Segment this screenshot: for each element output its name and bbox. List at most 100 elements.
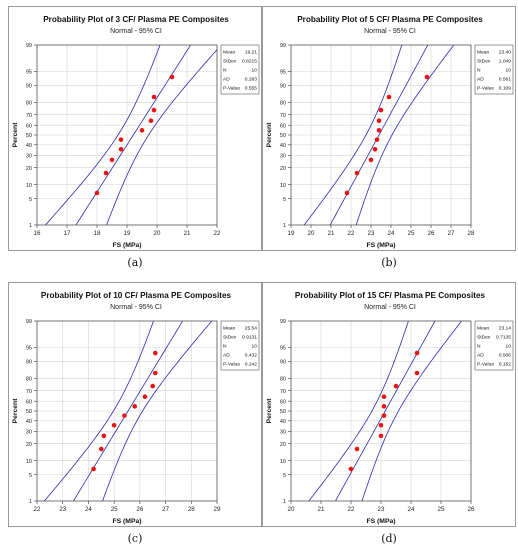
y-tick-label: 5	[283, 473, 286, 479]
y-tick-label: 70	[26, 389, 32, 395]
chart-title: Probability Plot of 15 CF/ Plasma PE Com…	[295, 291, 486, 300]
x-tick-label: 27	[448, 230, 455, 237]
y-tick-label: 1	[29, 499, 32, 505]
y-tick-label: 60	[26, 123, 32, 129]
x-tick-label: 18	[94, 230, 101, 237]
data-point	[98, 446, 104, 452]
plot-frame	[36, 320, 218, 502]
y-tick-label: 95	[26, 346, 32, 352]
data-point	[94, 190, 100, 196]
data-point	[109, 157, 115, 163]
y-tick-label: 99	[26, 319, 32, 325]
stat-name: N	[477, 344, 481, 350]
ci-upper-line	[361, 321, 463, 501]
y-tick-label: 90	[280, 360, 286, 366]
data-point	[103, 170, 109, 176]
stat-name: Mean	[223, 326, 236, 332]
x-tick-label: 20	[308, 230, 315, 237]
y-tick-label: 80	[26, 101, 32, 107]
chart-subtitle: Normal - 95% CI	[110, 304, 162, 311]
data-point	[118, 137, 124, 142]
chart-subtitle: Normal - 95% CI	[364, 304, 416, 311]
x-tick-label: 19	[288, 230, 295, 237]
data-point	[139, 128, 145, 133]
ci-upper-line	[106, 49, 217, 225]
data-point	[142, 394, 148, 400]
y-tick-label: 5	[29, 473, 32, 479]
data-point	[132, 404, 138, 409]
x-tick-label: 22	[214, 230, 221, 237]
x-axis-label: FS (MPa)	[366, 242, 395, 249]
stat-value: 10	[252, 68, 258, 74]
stat-value: 23.14	[499, 326, 512, 332]
panel-label-d: (d)	[381, 532, 397, 545]
data-point	[386, 94, 392, 100]
y-tick-label: 5	[283, 197, 286, 203]
stat-value: 0.506	[499, 353, 512, 359]
x-tick-label: 26	[136, 506, 143, 513]
data-point	[344, 190, 350, 196]
data-point	[372, 146, 378, 152]
chart-subtitle: Normal - 95% CI	[364, 28, 416, 35]
x-tick-label: 24	[408, 506, 415, 513]
chart-panel-a: Probability Plot of 3 CF/ Plasma PE Comp…	[8, 6, 262, 251]
x-tick-label: 28	[188, 506, 195, 513]
y-tick-label: 99	[280, 43, 286, 49]
stat-value: 0.432	[245, 353, 258, 359]
x-tick-label: 26	[468, 506, 475, 513]
x-tick-label: 23	[368, 230, 375, 237]
y-tick-label: 10	[26, 459, 32, 465]
stat-name: P-Value	[477, 362, 494, 368]
data-point	[376, 128, 382, 133]
stat-value: 0.9131	[242, 335, 257, 341]
data-point	[150, 383, 156, 389]
x-tick-label: 22	[348, 506, 355, 513]
y-tick-label: 30	[280, 429, 286, 435]
stat-value: 0.152	[499, 362, 512, 368]
chart-panel-b: Probability Plot of 5 CF/ Plasma PE Comp…	[262, 6, 516, 251]
stat-value: 0.283	[245, 77, 258, 83]
stat-value: 0.7135	[496, 335, 511, 341]
fit-line	[72, 321, 184, 501]
y-tick-label: 50	[280, 409, 286, 415]
data-point	[381, 404, 387, 409]
y-tick-label: 90	[26, 360, 32, 366]
stat-value: 10	[506, 344, 512, 350]
probability-plot-svg: Probability Plot of 3 CF/ Plasma PE Comp…	[12, 15, 260, 249]
stat-value: 10	[252, 344, 258, 350]
data-point	[169, 74, 175, 80]
stat-name: StDev	[223, 59, 237, 65]
y-tick-label: 40	[280, 419, 286, 425]
y-tick-label: 95	[26, 70, 32, 76]
ci-upper-line	[355, 45, 455, 225]
chart-panel-d: Probability Plot of 15 CF/ Plasma PE Com…	[262, 282, 516, 527]
panel-label-c: (c)	[127, 532, 143, 545]
data-point	[151, 107, 157, 113]
data-point	[424, 74, 430, 80]
x-tick-label: 25	[408, 230, 415, 237]
y-tick-label: 99	[26, 43, 32, 49]
stat-value: 1.049	[499, 59, 512, 65]
x-tick-label: 25	[438, 506, 445, 513]
x-tick-label: 24	[388, 230, 395, 237]
fit-line	[334, 321, 436, 501]
data-point	[148, 118, 154, 124]
data-point	[374, 137, 380, 142]
x-tick-label: 25	[111, 506, 118, 513]
probability-plot-svg: Probability Plot of 5 CF/ Plasma PE Comp…	[266, 15, 514, 249]
x-tick-label: 26	[428, 230, 435, 237]
y-tick-label: 60	[280, 123, 286, 129]
ci-lower-line	[303, 45, 403, 225]
plot-frame	[36, 44, 218, 226]
plot-frame	[290, 44, 472, 226]
y-tick-label: 90	[280, 84, 286, 90]
stat-value: 23.40	[499, 50, 512, 56]
x-tick-label: 19	[124, 230, 131, 237]
y-tick-label: 20	[26, 442, 32, 448]
data-point	[118, 146, 124, 152]
chart-subtitle: Normal - 95% CI	[110, 28, 162, 35]
stat-name: AD	[477, 353, 484, 359]
panel-label-a: (a)	[127, 256, 143, 269]
probability-plot-svg: Probability Plot of 10 CF/ Plasma PE Com…	[12, 291, 260, 525]
y-tick-label: 70	[280, 113, 286, 119]
